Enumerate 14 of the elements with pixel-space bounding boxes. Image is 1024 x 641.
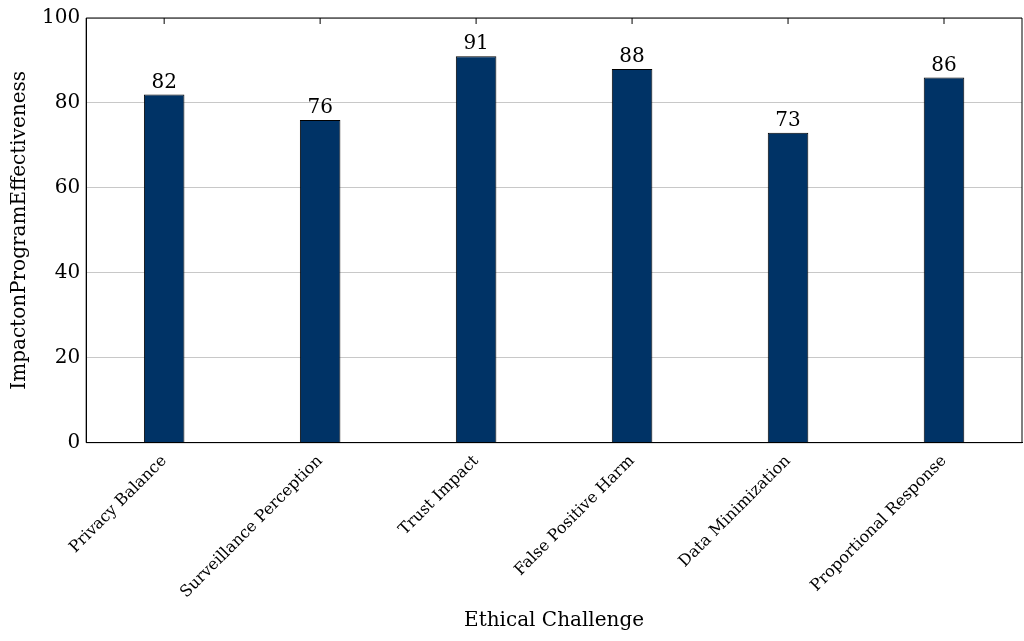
- y-tick-label: 20: [54, 343, 81, 368]
- data-label: 82: [151, 68, 177, 93]
- y-axis-title: ImpactonProgramEffectiveness: [6, 70, 31, 390]
- data-label: 73: [775, 106, 801, 131]
- y-tick-label: 80: [54, 89, 81, 114]
- y-tick-label: 40: [54, 258, 81, 283]
- x-axis-title: Ethical Challenge: [464, 607, 645, 632]
- data-label: 91: [463, 30, 489, 55]
- data-label: 76: [307, 94, 333, 119]
- data-label: 88: [619, 43, 645, 68]
- data-label: 86: [931, 51, 957, 76]
- y-tick-label: 100: [41, 4, 81, 29]
- y-tick-label: 0: [67, 428, 81, 453]
- y-tick-label: 60: [54, 174, 81, 199]
